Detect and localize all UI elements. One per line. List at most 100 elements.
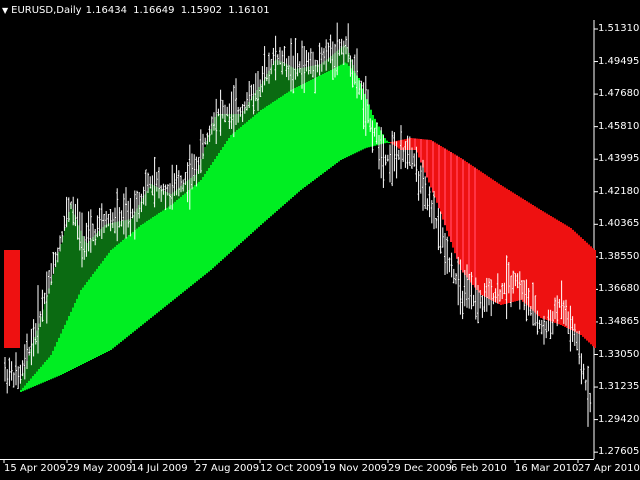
cloud-bar <box>250 118 252 234</box>
cloud-upper-band <box>118 221 120 244</box>
cloud-upper-band <box>276 59 278 100</box>
cloud-bar <box>526 201 528 306</box>
cloud-bar <box>300 85 302 190</box>
cloud-upper-band <box>92 237 94 274</box>
cloud-bar <box>462 159 464 273</box>
cloud-upper-band <box>344 44 346 63</box>
cloud-bar <box>216 156 218 265</box>
cloud-bar <box>188 190 190 288</box>
cloud-bar <box>540 210 542 318</box>
cloud-bar <box>528 202 530 308</box>
cloud-bar <box>42 364 44 383</box>
cloud-bar <box>248 120 250 236</box>
cloud-bar <box>560 222 562 325</box>
cloud-upper-band <box>194 174 196 185</box>
cloud-bar <box>432 141 434 193</box>
cloud-upper-band <box>114 222 116 247</box>
cloud-upper-band <box>204 147 206 174</box>
cloud-bar <box>330 69 332 168</box>
cloud-bar <box>326 71 328 171</box>
cloud-bar <box>522 198 524 302</box>
cloud-bar <box>160 211 162 310</box>
cloud-upper-band <box>130 219 132 234</box>
cloud-bar <box>114 246 116 347</box>
cloud-bar <box>332 68 334 166</box>
price-tick-label: 1.34865 <box>598 315 640 327</box>
cloud-bar <box>468 163 470 280</box>
cloud-upper-band <box>78 225 80 295</box>
low-value: 1.15902 <box>180 4 223 16</box>
cloud-bar <box>478 170 480 293</box>
cloud-upper-band <box>296 68 298 87</box>
cloud-bar <box>542 211 544 319</box>
cloud-upper-band <box>110 223 112 250</box>
cloud-upper-band <box>96 233 98 269</box>
cloud-bar <box>284 94 286 204</box>
cloud-bar <box>314 78 316 180</box>
cloud-bar <box>132 231 134 333</box>
cloud-bar <box>482 172 484 296</box>
cloud-bar <box>384 138 386 144</box>
cloud-bar <box>158 213 160 312</box>
cloud-bar <box>328 70 330 169</box>
cloud-bar <box>186 191 188 290</box>
cloud-bar <box>80 290 82 365</box>
cloud-bar <box>448 150 450 237</box>
cloud-bar <box>490 178 492 300</box>
cloud-upper-band <box>284 63 286 94</box>
cloud-indicator <box>4 44 596 392</box>
cloud-upper-band <box>218 114 220 153</box>
cloud-upper-band <box>216 114 218 156</box>
cloud-bar <box>470 164 472 283</box>
cloud-bar <box>322 73 324 174</box>
cloud-bar <box>26 383 28 390</box>
cloud-bar <box>62 329 64 374</box>
cloud-bar <box>36 371 38 386</box>
cloud-bar <box>500 185 502 305</box>
cloud-bar <box>52 350 54 379</box>
price-tick-label: 1.33050 <box>598 348 640 360</box>
cloud-upper-band <box>84 241 86 285</box>
cloud-upper-band <box>58 252 60 338</box>
collapse-arrow-icon[interactable]: ▼ <box>2 5 9 15</box>
cloud-upper-band <box>174 190 176 202</box>
cloud-bar <box>220 150 222 261</box>
cloud-bar <box>346 63 348 158</box>
cloud-bar <box>88 279 90 361</box>
cloud-upper-band <box>266 74 268 106</box>
cloud-upper-band <box>126 219 128 237</box>
cloud-upper-band <box>324 60 326 73</box>
cloud-bar <box>458 156 460 265</box>
cloud-bar <box>558 220 560 325</box>
cloud-bar <box>194 185 196 283</box>
cloud-bar <box>72 307 74 369</box>
cloud-bar <box>336 66 338 163</box>
cloud-bar <box>70 311 72 370</box>
cloud-bar <box>274 100 276 213</box>
cloud-bar <box>592 248 594 347</box>
cloud-bar <box>582 239 584 337</box>
cloud-bar <box>352 70 354 155</box>
cloud-bar <box>278 98 280 210</box>
cloud-upper-band <box>124 220 126 239</box>
cloud-bar <box>296 87 298 194</box>
price-tick-label: 1.49495 <box>598 55 640 67</box>
symbol-label: EURUSD,Daily <box>11 4 82 16</box>
cloud-bar <box>150 218 152 318</box>
cloud-upper-band <box>28 355 30 381</box>
cloud-upper-band <box>232 114 234 134</box>
cloud-bar <box>234 131 236 249</box>
ohlc-values: 1.16434 1.16649 1.15902 1.16101 <box>86 5 273 16</box>
cloud-bar <box>364 93 366 149</box>
cloud-upper-band <box>192 176 194 187</box>
date-tick-label: 29 Dec 2009 <box>388 463 452 474</box>
cloud-upper-band <box>88 241 90 280</box>
cloud-bar <box>6 250 8 348</box>
cloud-bar <box>564 224 566 327</box>
cloud-upper-band <box>338 49 340 66</box>
cloud-bar <box>120 241 122 342</box>
cloud-bar <box>174 201 176 299</box>
cloud-bar <box>246 121 248 238</box>
